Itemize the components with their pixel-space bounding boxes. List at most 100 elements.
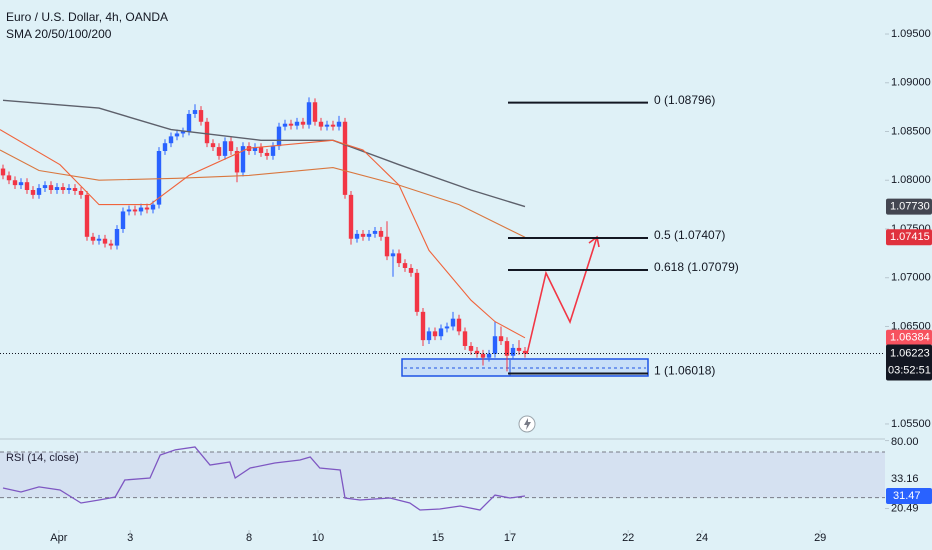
candle-body [42, 185, 48, 189]
x-tick-label: 10 [312, 532, 324, 544]
candle-body [468, 345, 474, 351]
arrow-head [588, 235, 600, 248]
fib-label: 0.618 (1.07079) [654, 260, 739, 274]
candle-body [324, 124, 330, 127]
candle-body [192, 110, 198, 114]
y-tick-label: 1.05500 [891, 418, 931, 430]
rsi-y-tick-label: 20.49 [891, 502, 919, 514]
series-last-label-bg [886, 198, 932, 215]
x-tick-label: 29 [814, 532, 826, 544]
candle-body [78, 190, 84, 195]
line [2, 99, 526, 208]
candle-body [474, 350, 480, 354]
candle-body [30, 189, 36, 195]
candle-body [0, 168, 6, 176]
y-tick-label: 1.07000 [891, 272, 931, 284]
candle-body [294, 121, 300, 126]
fib-label: 0.5 (1.07407) [654, 228, 725, 242]
candle-body [390, 253, 396, 257]
candle-body [72, 188, 78, 191]
candle-body [6, 175, 12, 181]
candle-body [252, 147, 258, 152]
candle-body [174, 133, 180, 137]
candle-body [270, 146, 276, 156]
candle-body [258, 147, 264, 153]
last-price-label: 1.06223 [890, 347, 930, 359]
x-tick-label: 24 [696, 532, 708, 544]
candle-body [450, 318, 456, 327]
candle-body [198, 110, 204, 122]
candle-body [84, 194, 90, 237]
candle-body [414, 272, 420, 312]
candle-body [96, 238, 102, 241]
candle-body [492, 336, 498, 354]
candle-body [126, 209, 132, 212]
candle-body [354, 233, 360, 239]
candle-body [144, 207, 150, 210]
fib-label: 1 (1.06018) [654, 364, 715, 378]
candle-body [180, 131, 186, 134]
indicator-legend: SMA 20/50/100/200 [6, 27, 112, 41]
x-tick-label: Apr [50, 532, 67, 544]
candle-body [432, 331, 438, 337]
candle-body [114, 228, 120, 246]
candle-body [24, 182, 30, 190]
candle-body [288, 123, 294, 126]
candle-body [438, 328, 444, 337]
candle-body [462, 331, 468, 346]
candle-body [516, 347, 522, 351]
fib-label: 0 (1.08796) [654, 93, 715, 107]
x-tick-label: 8 [246, 532, 252, 544]
x-tick-label: 17 [504, 532, 516, 544]
candle-body [216, 147, 222, 156]
candle-body [150, 204, 156, 210]
y-tick-label: 1.09500 [891, 28, 931, 40]
event-icon-glyph [524, 418, 531, 430]
candle-body [90, 236, 96, 241]
series-last-label-bg [886, 329, 932, 346]
candle-body [120, 211, 126, 229]
y-tick-label: 1.08000 [891, 174, 931, 186]
candle-body [276, 126, 282, 147]
candle-body [384, 236, 390, 257]
candle-body [162, 143, 168, 152]
candle-body [480, 353, 486, 358]
rsi-title: RSI (14, close) [6, 452, 79, 464]
candle-body [300, 121, 306, 125]
candle-body [312, 102, 318, 122]
chart-title: Euro / U.S. Dollar, 4h, OANDA [6, 10, 168, 24]
candle-body [306, 102, 312, 125]
candle-body [402, 263, 408, 268]
candle-body [222, 141, 228, 156]
candle-body [396, 253, 402, 264]
candle-body [426, 331, 432, 341]
candle-body [330, 124, 336, 127]
marks [0, 97, 528, 372]
line [0, 129, 526, 339]
candle-body [366, 233, 372, 237]
candle-body [228, 141, 234, 152]
line [2, 446, 526, 511]
x-tick-label: 22 [622, 532, 634, 544]
projection-arrow [526, 236, 598, 355]
y-tick-label: 1.06500 [891, 320, 931, 332]
candle-body [48, 185, 54, 190]
candle-body [510, 347, 516, 356]
candle-body [498, 336, 504, 342]
candle-body [420, 311, 426, 341]
series-last-label: 1.07415 [890, 231, 930, 243]
candle-body [60, 187, 66, 190]
candle-body [336, 121, 342, 127]
series-last-label: 1.06384 [890, 332, 930, 344]
rsi-last-bg [886, 487, 932, 504]
candle-body [444, 326, 450, 329]
candle-body [204, 121, 210, 144]
candle-body [108, 243, 114, 246]
y-tick-label: 1.08500 [891, 125, 931, 137]
candle-body [168, 136, 174, 144]
candle-body [372, 230, 378, 234]
candle-body [36, 188, 42, 195]
x-tick-label: 3 [127, 532, 133, 544]
last-price-bg [886, 344, 932, 381]
